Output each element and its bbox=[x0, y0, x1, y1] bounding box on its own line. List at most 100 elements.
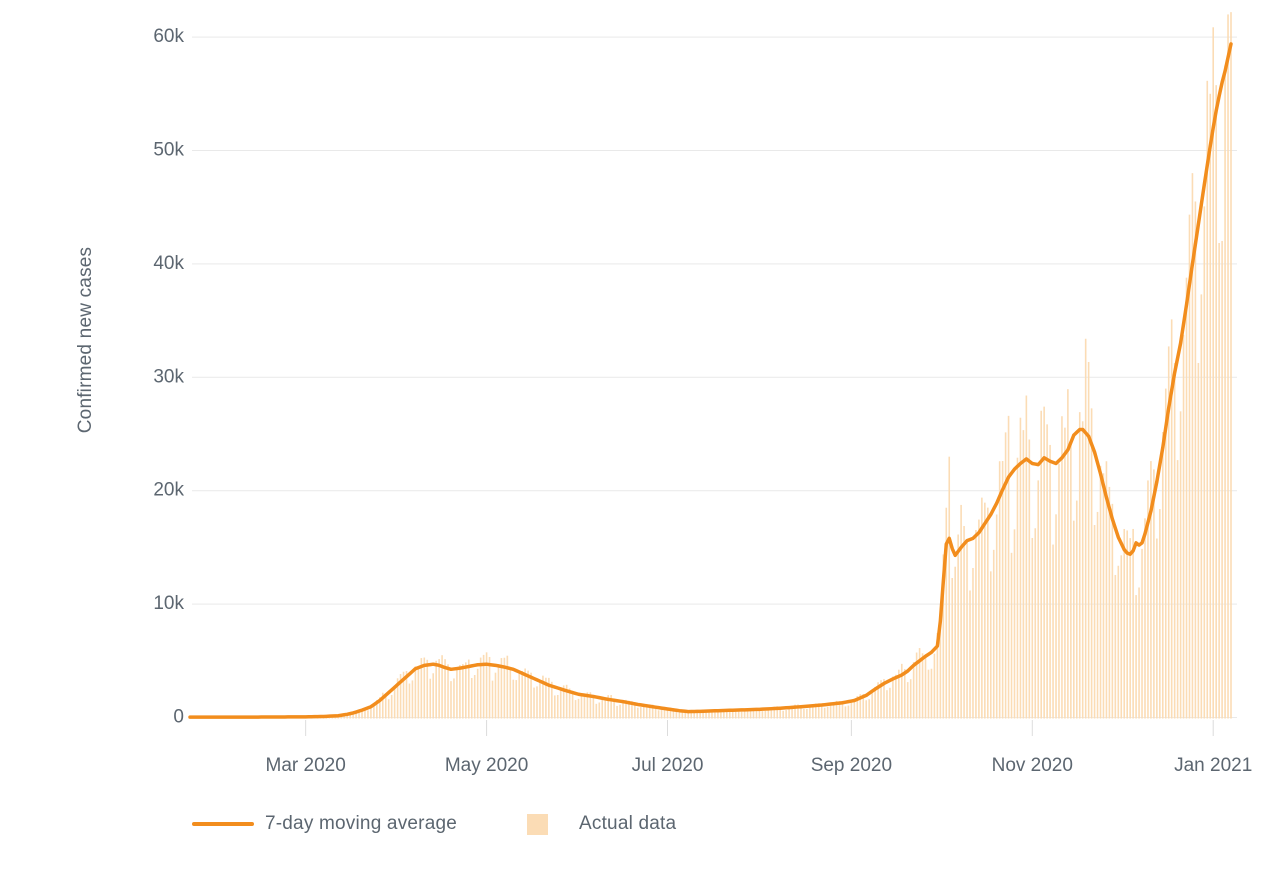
daily-bar bbox=[797, 704, 799, 719]
daily-bar bbox=[1126, 530, 1128, 719]
daily-bar bbox=[963, 526, 965, 719]
daily-bar bbox=[720, 712, 722, 719]
daily-bar bbox=[1090, 408, 1093, 719]
daily-bar bbox=[972, 567, 974, 719]
daily-bar bbox=[883, 679, 885, 719]
daily-bar bbox=[1108, 486, 1111, 719]
daily-bar bbox=[1194, 201, 1197, 719]
daily-bar bbox=[355, 711, 357, 719]
daily-bar bbox=[1221, 240, 1223, 719]
moving-average-line bbox=[188, 42, 1233, 719]
daily-bar bbox=[675, 709, 678, 719]
daily-bar bbox=[1164, 388, 1167, 719]
daily-bar bbox=[1013, 529, 1016, 719]
daily-bar bbox=[868, 699, 870, 719]
daily-bar bbox=[1067, 389, 1069, 719]
daily-bar bbox=[859, 694, 862, 719]
y-tick-label: 20k bbox=[153, 480, 184, 501]
daily-bar bbox=[622, 701, 624, 719]
daily-bar bbox=[690, 710, 693, 719]
daily-bar bbox=[1037, 480, 1040, 719]
daily-bar bbox=[770, 708, 773, 719]
daily-bar bbox=[895, 674, 897, 719]
daily-bar bbox=[1025, 395, 1028, 719]
daily-bar bbox=[364, 709, 366, 719]
daily-bar bbox=[405, 671, 408, 719]
daily-bar bbox=[1156, 538, 1158, 719]
daily-bar bbox=[814, 703, 817, 719]
daily-bar bbox=[1081, 421, 1084, 719]
daily-bar bbox=[577, 698, 580, 719]
daily-bar bbox=[930, 668, 933, 719]
daily-bar bbox=[571, 690, 574, 719]
x-tick-label: Mar 2020 bbox=[266, 755, 346, 776]
daily-bar bbox=[1084, 338, 1087, 719]
x-tick-label: Nov 2020 bbox=[992, 755, 1073, 776]
daily-bar bbox=[942, 554, 945, 719]
daily-bar bbox=[755, 708, 758, 719]
daily-bar bbox=[654, 706, 657, 719]
daily-bar bbox=[981, 497, 983, 719]
daily-bar bbox=[1176, 460, 1179, 719]
daily-bar bbox=[1078, 412, 1081, 719]
daily-bar bbox=[847, 705, 850, 719]
daily-bar bbox=[456, 670, 458, 719]
daily-bar bbox=[788, 708, 790, 719]
actual-data-bars bbox=[189, 12, 1232, 719]
x-tick-label: Jul 2020 bbox=[632, 755, 704, 776]
daily-bar bbox=[809, 705, 811, 719]
daily-bar bbox=[806, 708, 808, 719]
daily-bar bbox=[470, 677, 473, 719]
daily-bar bbox=[912, 661, 915, 719]
daily-bar bbox=[1191, 173, 1194, 719]
x-tick-label: Sep 2020 bbox=[811, 755, 892, 776]
daily-bar bbox=[1061, 416, 1063, 719]
daily-bar bbox=[376, 700, 378, 719]
daily-bar bbox=[829, 703, 832, 719]
daily-bar bbox=[681, 712, 684, 719]
daily-bar bbox=[343, 714, 346, 719]
y-tick-label: 40k bbox=[153, 253, 184, 274]
daily-bar bbox=[702, 712, 704, 719]
daily-bar bbox=[530, 672, 532, 719]
daily-bar bbox=[1093, 525, 1096, 719]
x-tick-label: May 2020 bbox=[445, 755, 528, 776]
daily-bar bbox=[367, 710, 369, 719]
daily-bar bbox=[886, 690, 888, 719]
daily-bar bbox=[800, 705, 802, 719]
daily-bar bbox=[607, 695, 609, 719]
daily-bar bbox=[545, 677, 547, 719]
y-tick-label: 0 bbox=[173, 707, 184, 728]
daily-bar bbox=[723, 711, 725, 719]
daily-bar bbox=[381, 692, 384, 719]
daily-bar bbox=[494, 672, 497, 719]
daily-bar bbox=[1161, 432, 1164, 719]
daily-bar bbox=[1230, 12, 1232, 719]
daily-bar bbox=[1197, 362, 1200, 719]
daily-bar bbox=[728, 709, 731, 719]
daily-bar bbox=[1147, 480, 1149, 719]
daily-bar bbox=[542, 675, 544, 719]
daily-bar bbox=[390, 694, 393, 719]
daily-bar bbox=[1218, 243, 1220, 719]
daily-bar bbox=[1049, 444, 1051, 719]
daily-bar bbox=[604, 698, 607, 719]
daily-bar bbox=[628, 700, 630, 719]
daily-bar bbox=[438, 659, 440, 719]
daily-bar bbox=[666, 708, 669, 719]
daily-bar bbox=[370, 708, 372, 719]
daily-bar bbox=[954, 566, 956, 719]
daily-bar bbox=[435, 660, 437, 719]
daily-bar bbox=[764, 710, 767, 719]
daily-bar bbox=[402, 671, 405, 719]
daily-bar bbox=[349, 714, 351, 719]
daily-bar bbox=[432, 673, 434, 719]
daily-bar bbox=[1138, 587, 1140, 719]
daily-bar bbox=[485, 652, 488, 719]
daily-bar bbox=[684, 710, 687, 719]
daily-bar bbox=[393, 685, 396, 719]
daily-bar bbox=[678, 712, 681, 719]
daily-bar bbox=[509, 668, 512, 719]
daily-bar bbox=[939, 609, 942, 719]
daily-bar bbox=[352, 713, 354, 719]
